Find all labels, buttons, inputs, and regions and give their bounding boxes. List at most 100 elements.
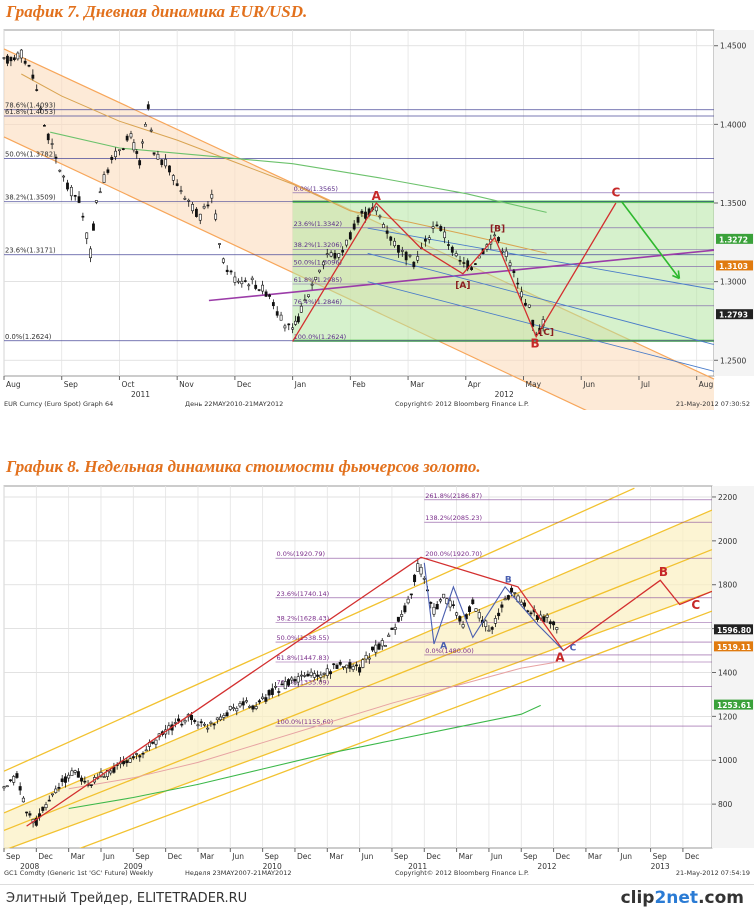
candle-body [275, 311, 279, 316]
candle-body [138, 160, 142, 166]
candle-body [43, 125, 46, 127]
price-tag-box [714, 624, 753, 635]
candle-body [400, 250, 404, 252]
candle-body [195, 208, 198, 217]
candle-body [102, 776, 106, 778]
candle-body [156, 153, 160, 160]
candle-body [474, 263, 477, 265]
candle-body [202, 206, 206, 209]
candle-body [361, 659, 365, 668]
candle-body [341, 250, 345, 253]
fib-level-label: 0.0%(1.2624) [5, 333, 52, 341]
y-tick-label: 1.2500 [720, 356, 746, 365]
candle-body [552, 621, 556, 626]
candle-body [524, 302, 527, 306]
candle-body [332, 663, 336, 666]
candle-body [57, 786, 61, 789]
candle-body [356, 217, 360, 223]
candle-body [508, 262, 512, 266]
candle-body [408, 254, 412, 257]
candle-body [274, 685, 278, 688]
candle-body [439, 226, 443, 231]
candle-body [102, 174, 106, 183]
candle-body [151, 741, 155, 744]
x-tick-label: Dec [297, 852, 312, 861]
y-tick-label: 1.4500 [720, 42, 746, 51]
candle-body [403, 605, 407, 613]
candle-body [477, 612, 481, 619]
candle-body [322, 673, 326, 675]
candle-body [5, 785, 9, 788]
candle-body [215, 717, 219, 721]
page-footer: Элитный Трейдер, ELITETRADER.RU clip2net… [0, 884, 754, 913]
candle-body [125, 760, 129, 764]
candle-body [287, 323, 291, 326]
candle-body [377, 643, 381, 650]
candle-body [264, 697, 268, 702]
fib-sub-level-label: 76.4%(1.2846) [294, 298, 342, 306]
candle-body [325, 253, 329, 255]
x-tick-label: Sep [394, 852, 408, 861]
candle-body [435, 604, 439, 610]
candle-body [146, 104, 150, 109]
candle-body [12, 776, 16, 783]
candle-body [85, 232, 89, 239]
y-tick-label: 2000 [718, 537, 737, 546]
fib-sub-level-label: 61.8%(1.2985) [294, 276, 342, 284]
wave-label: A [440, 641, 447, 651]
candle-body [423, 238, 427, 242]
candle-body [548, 621, 552, 625]
candle-body [214, 213, 218, 220]
candle-body [129, 133, 133, 138]
candle-body [177, 718, 181, 722]
candle-body [80, 777, 84, 782]
candle-body [247, 284, 251, 287]
candle-body [447, 244, 450, 246]
candle-body [23, 60, 27, 64]
candle-body [286, 679, 290, 686]
y-tick-label: 1800 [718, 581, 737, 590]
candle-body [138, 755, 142, 758]
candle-body [18, 786, 22, 791]
candle-body [406, 598, 410, 604]
candle-body [367, 657, 371, 660]
price-tag-label: 1.2793 [719, 311, 748, 320]
x-year-label: 2012 [537, 862, 556, 871]
clip2net-logo[interactable]: clip2net.com [621, 888, 744, 908]
candle-body [380, 640, 384, 647]
y-tick-label: 2200 [718, 493, 737, 502]
y-tick-label: 1.3500 [720, 199, 746, 208]
candle-body [470, 267, 473, 270]
y-tick-label: 1400 [718, 668, 737, 677]
candle-body [114, 150, 117, 158]
candle-body [513, 592, 517, 594]
y-tick-label: 1200 [718, 712, 737, 721]
candle-body [378, 215, 382, 218]
candle-body [125, 135, 129, 141]
candle-body [454, 253, 458, 257]
candle-body [152, 152, 156, 155]
price-tag-box [714, 641, 753, 652]
candle-body [442, 593, 446, 599]
candle-body [179, 190, 183, 192]
candle-body [364, 655, 368, 660]
x-tick-label: Sep [6, 852, 20, 861]
candle-body [131, 756, 135, 759]
chart-period-label: День 22MAY2010-21MAY2012 [185, 400, 283, 408]
fib-level-label: 138.2%(2085.23) [425, 514, 482, 522]
candle-body [89, 784, 93, 786]
candle-body [458, 616, 462, 622]
candle-body [254, 706, 258, 709]
fib-sub-level-label: 0.0%(1.3565) [294, 185, 338, 193]
candle-body [46, 133, 50, 141]
price-tag-box [716, 309, 753, 320]
logo-part-accent: 2net [654, 888, 699, 908]
chart8-gold: 261.8%(2186.87) 138.2%(2085.23) 0.0%(1920.… [2, 485, 754, 877]
candle-body [232, 707, 236, 710]
candle-body [180, 723, 184, 726]
candle-body [307, 294, 310, 297]
wave-label: B [530, 337, 539, 351]
candle-body [229, 270, 233, 273]
wave-label: [C] [539, 328, 554, 338]
candle-body [236, 280, 240, 283]
